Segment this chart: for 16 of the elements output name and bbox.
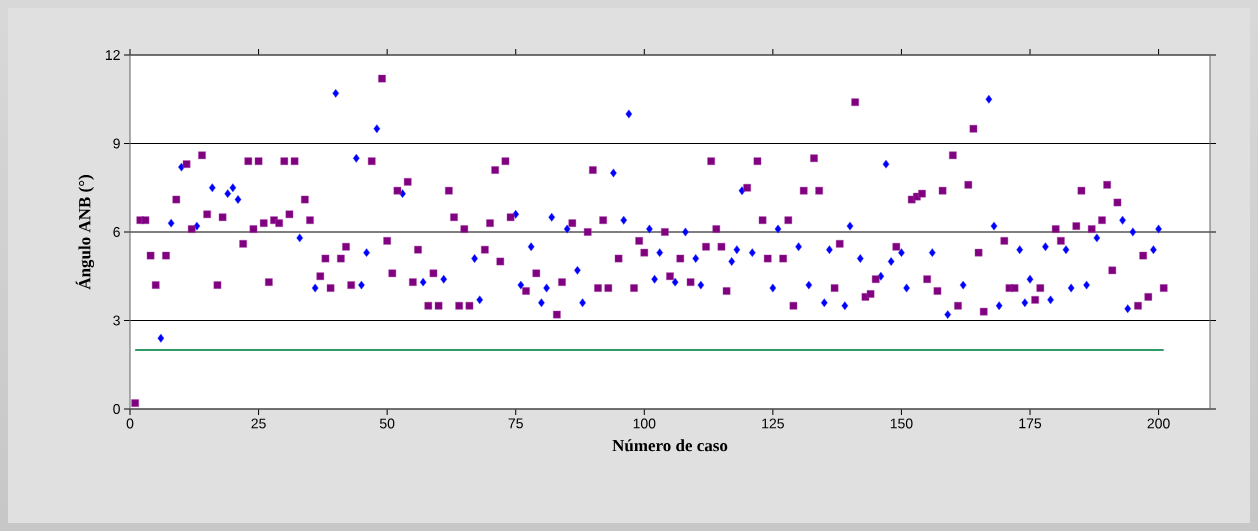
x-tick-label: 150 [890,418,913,429]
x-tick-label: 50 [379,418,395,429]
y-tick-label: 12 [105,50,120,60]
y-tick-label: 0 [113,404,120,414]
x-tick-label: 0 [126,418,134,429]
x-axis-title: Número de caso [612,439,728,452]
x-tick-label: 175 [1019,418,1042,429]
x-tick-label: 125 [762,418,784,429]
x-tick-label: 75 [508,418,523,429]
y-axis-title: Ángulo ANB (°) [75,175,95,290]
y-tick-label: 9 [113,138,120,149]
y-tick-label: 6 [113,227,120,237]
x-tick-label: 25 [251,418,266,429]
x-tick-label: 100 [633,418,656,429]
x-tick-label: 200 [1147,418,1170,429]
y-tick-label: 3 [113,315,120,326]
